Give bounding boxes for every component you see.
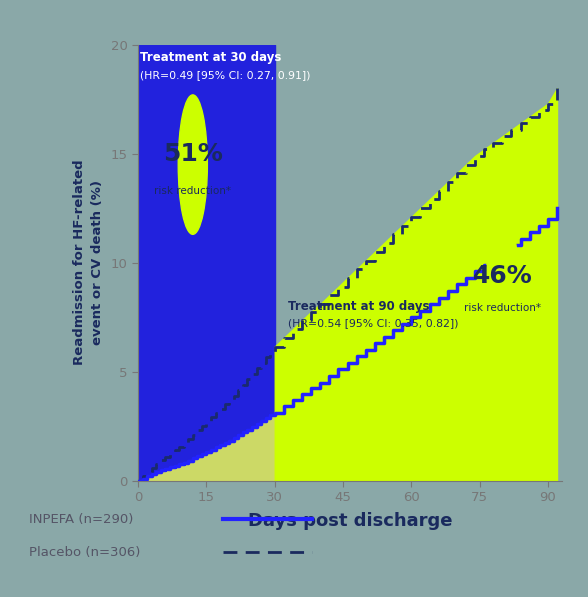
Circle shape xyxy=(178,95,208,235)
X-axis label: Days post discharge: Days post discharge xyxy=(248,512,452,530)
Y-axis label: Readmission for HF-related
event or CV death (%): Readmission for HF-related event or CV d… xyxy=(73,160,104,365)
Text: risk reduction*: risk reduction* xyxy=(464,303,541,313)
Text: risk reduction*: risk reduction* xyxy=(154,186,231,196)
Text: INPEFA (n=290): INPEFA (n=290) xyxy=(29,513,134,526)
Text: Treatment at 90 days: Treatment at 90 days xyxy=(288,300,430,313)
Text: Placebo (n=306): Placebo (n=306) xyxy=(29,546,141,559)
Text: 46%: 46% xyxy=(473,264,532,288)
Circle shape xyxy=(486,208,518,361)
Text: 51%: 51% xyxy=(163,141,223,166)
Text: Treatment at 30 days: Treatment at 30 days xyxy=(141,51,282,64)
Text: (HR=0.49 [95% CI: 0.27, 0.91]): (HR=0.49 [95% CI: 0.27, 0.91]) xyxy=(141,70,311,80)
Text: (HR=0.54 [95% CI: 0.35, 0.82]): (HR=0.54 [95% CI: 0.35, 0.82]) xyxy=(288,318,459,328)
